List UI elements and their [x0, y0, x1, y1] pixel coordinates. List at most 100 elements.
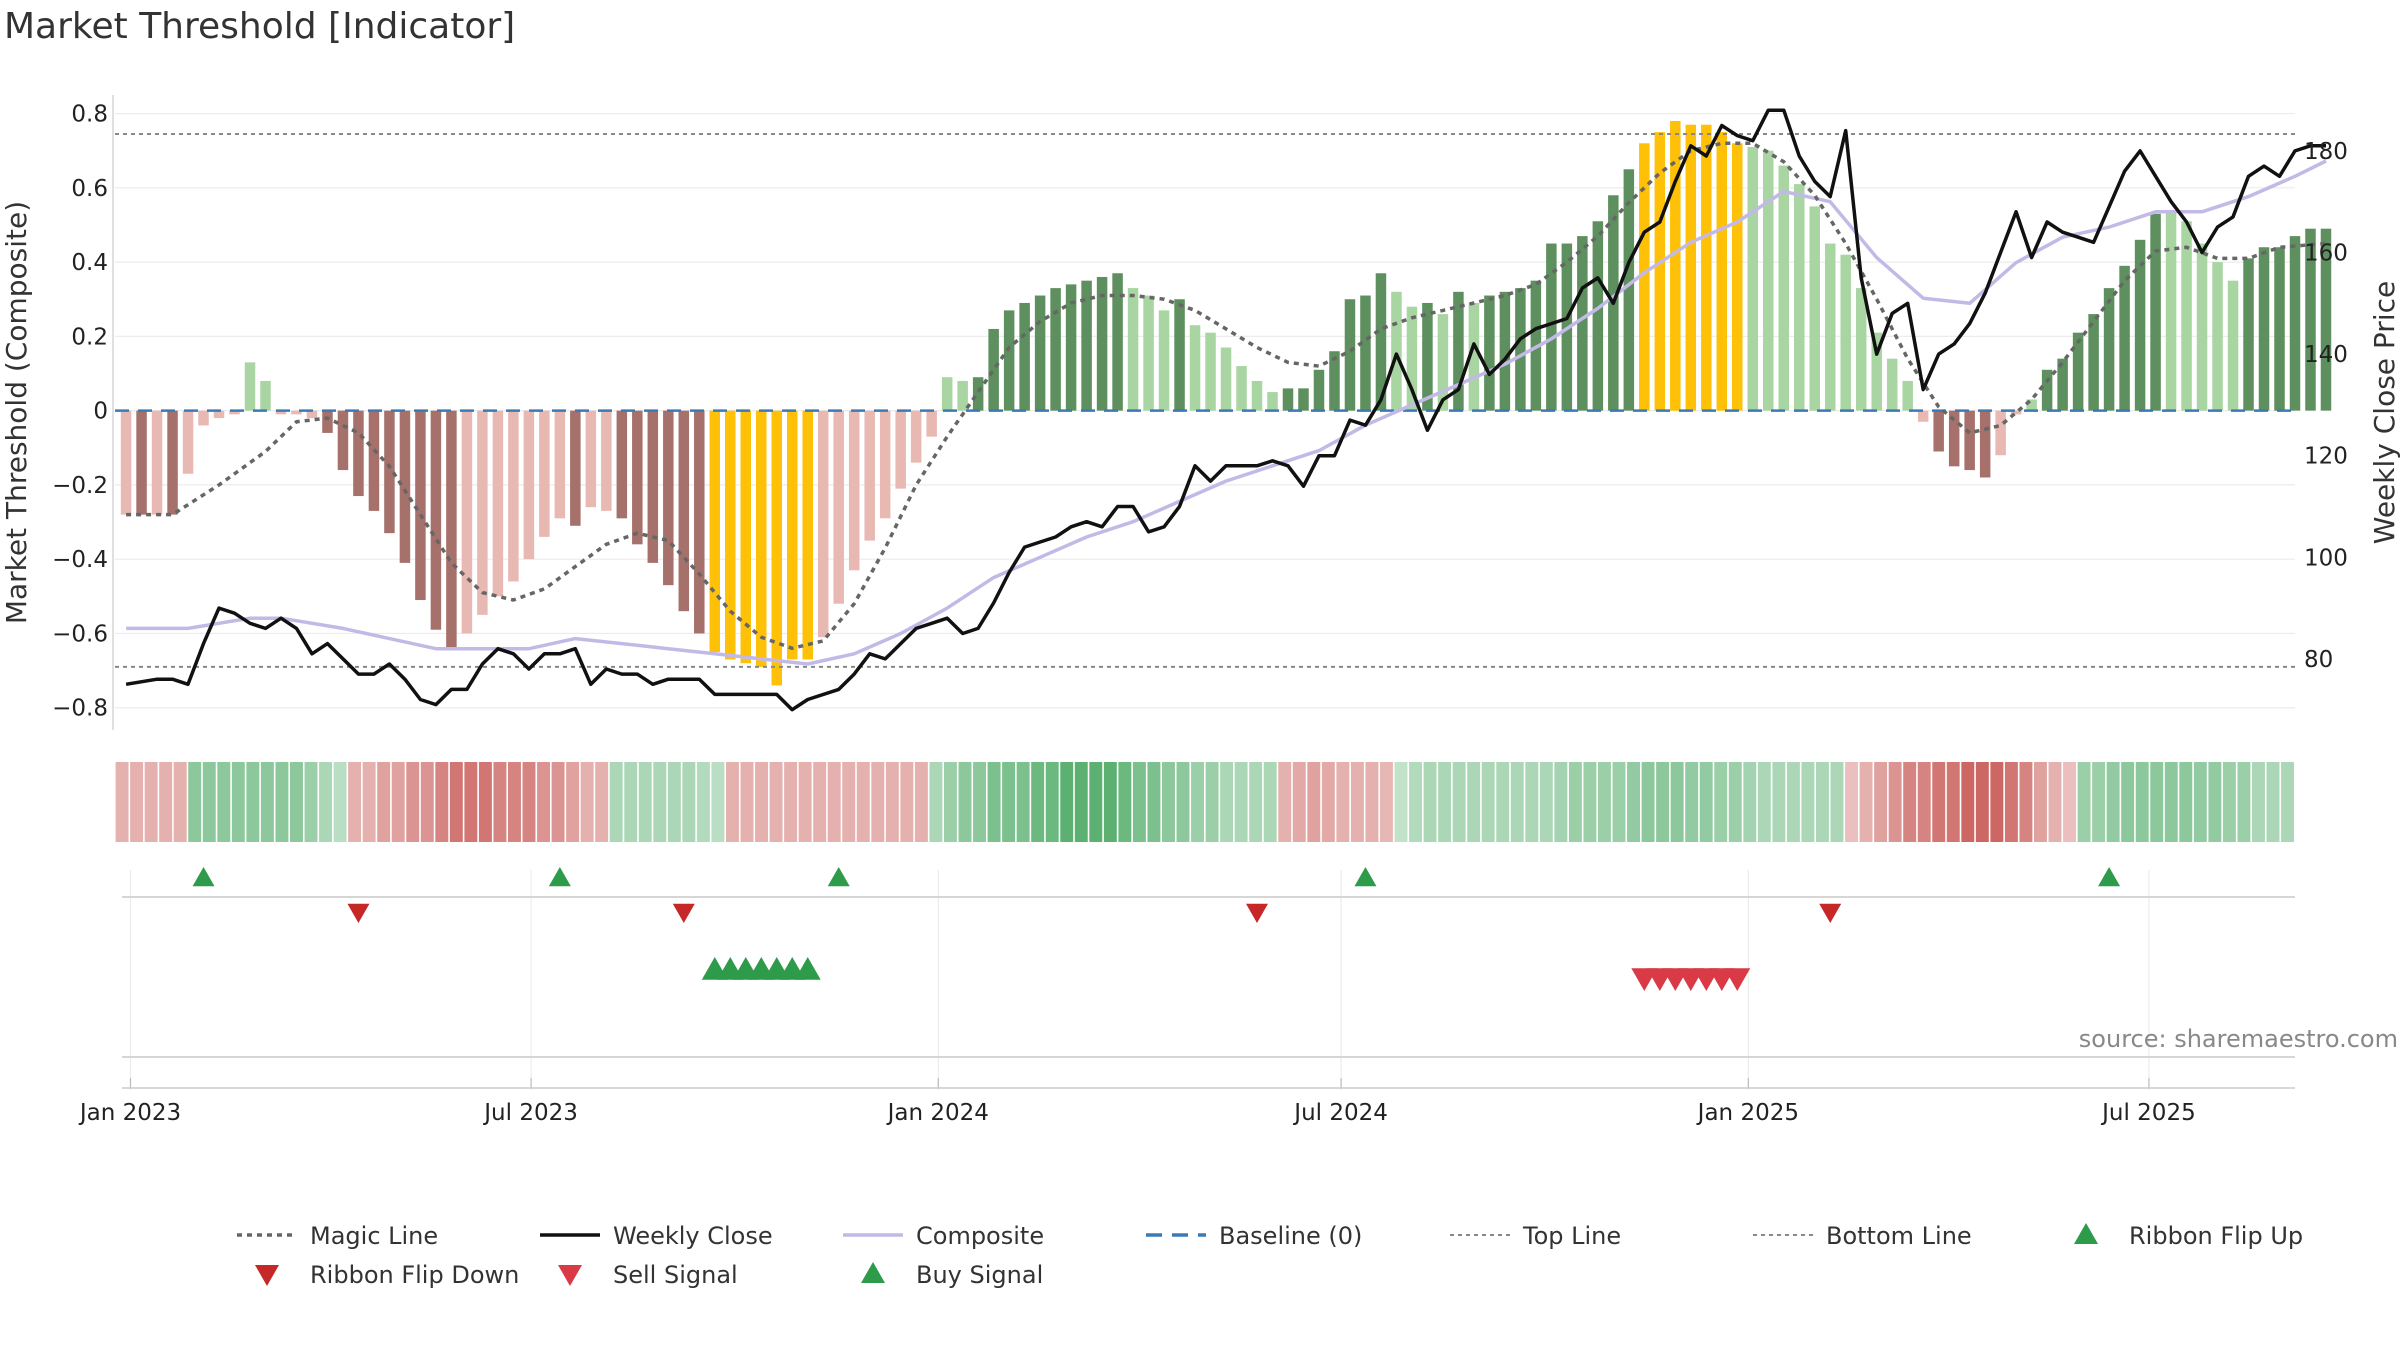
threshold-bar — [1205, 332, 1216, 411]
legend-swatch-triangle-down — [255, 1265, 279, 1286]
ribbon-cell — [2150, 762, 2164, 842]
threshold-bar — [1267, 392, 1278, 411]
threshold-bar — [1871, 332, 1882, 411]
threshold-bar — [1793, 184, 1805, 411]
source-label: source: sharemaestro.com — [2079, 1025, 2398, 1053]
ribbon-cell — [1510, 762, 1524, 842]
threshold-bar — [1732, 143, 1743, 411]
ribbon-cell — [2034, 762, 2047, 842]
ribbon-cell — [2179, 762, 2193, 842]
ribbon-cell — [987, 762, 1001, 842]
ribbon-cell — [1031, 762, 1045, 842]
y-right-tick-label: 160 — [2304, 240, 2348, 266]
ribbon-cell — [1946, 762, 1960, 842]
x-tick-label: Jul 2023 — [482, 1100, 578, 1126]
ribbon-flip-down-marker — [1819, 903, 1842, 923]
composite-line — [126, 159, 2327, 666]
legend-label: Buy Signal — [916, 1261, 1043, 1289]
threshold-bar — [1251, 380, 1263, 411]
threshold-bar — [1484, 295, 1495, 411]
ribbon-cell — [2019, 762, 2033, 842]
ribbon-cell — [900, 762, 914, 842]
ribbon-cell — [726, 762, 739, 842]
ribbon-cell — [2077, 762, 2091, 842]
threshold-bar — [2072, 332, 2084, 411]
threshold-bar — [771, 410, 782, 686]
threshold-bar — [1948, 410, 1960, 467]
threshold-bar — [570, 410, 581, 526]
legend-item: Baseline (0) — [1146, 1222, 1362, 1250]
ribbon-cell — [362, 762, 376, 842]
lines-layer — [115, 108, 2327, 712]
ribbon-flip-up-marker — [827, 867, 850, 887]
threshold-bar — [523, 410, 535, 560]
threshold-bar — [2041, 369, 2053, 411]
ribbon-cell — [2121, 762, 2135, 842]
ribbon-cell — [1990, 762, 2004, 842]
ribbon-cell — [2092, 762, 2106, 842]
y-left-tick-label: −0.4 — [52, 547, 108, 573]
threshold-bar — [151, 410, 163, 515]
ribbon-cell — [1816, 762, 1829, 842]
threshold-bar — [1824, 243, 1836, 411]
ribbon-cell — [391, 762, 405, 842]
ribbon-cell — [827, 762, 841, 842]
chart-title: Market Threshold [Indicator] — [4, 6, 516, 47]
bars-layer — [120, 120, 2332, 686]
signal-layer — [192, 867, 2121, 991]
x-tick-label: Jul 2024 — [1292, 1100, 1388, 1126]
ribbon-flip-down-marker — [347, 903, 370, 923]
threshold-bar — [2320, 228, 2332, 411]
weekly-close-line — [125, 108, 2326, 712]
threshold-bar — [1468, 302, 1480, 411]
ribbon-cell — [1699, 762, 1713, 842]
y-right-axis-title: Weekly Close Price — [2368, 281, 2400, 544]
ribbon-cell — [769, 762, 783, 842]
legend-swatch-triangle-down — [558, 1265, 582, 1286]
ribbon-cell — [1917, 762, 1931, 842]
threshold-bar — [1143, 295, 1154, 411]
threshold-bar — [694, 410, 705, 634]
ribbon-cell — [246, 762, 260, 842]
ribbon-cell — [1874, 762, 1888, 842]
threshold-bar — [1081, 280, 1092, 411]
ribbon-cell — [1336, 762, 1350, 842]
ribbon-cell — [784, 762, 798, 842]
ribbon-cell — [1191, 762, 1204, 842]
y-left-tick-label: 0.6 — [71, 176, 108, 202]
ribbon-cell — [2048, 762, 2062, 842]
threshold-bar — [492, 410, 504, 597]
threshold-bar — [1360, 295, 1371, 411]
y-left-tick-label: 0.4 — [71, 250, 108, 276]
ribbon-cell — [1147, 762, 1161, 842]
threshold-bar — [1158, 310, 1170, 411]
threshold-bar — [1050, 288, 1061, 411]
ribbon-cell — [1234, 762, 1248, 842]
ribbon-cell — [1786, 762, 1800, 842]
threshold-bar — [2026, 399, 2037, 411]
threshold-bar — [585, 410, 597, 508]
ribbon-cell — [1162, 762, 1175, 842]
threshold-bar — [972, 377, 984, 411]
threshold-bar — [957, 380, 968, 411]
ribbon-cell — [1292, 762, 1306, 842]
threshold-bar — [786, 410, 798, 660]
legend-item: Top Line — [1450, 1222, 1621, 1250]
ribbon-cell — [856, 762, 870, 842]
ribbon-cell — [1380, 762, 1393, 842]
threshold-bar — [1747, 146, 1759, 411]
threshold-bar — [554, 410, 566, 519]
ribbon-cell — [130, 762, 144, 842]
ribbon-flip-down-marker — [672, 903, 695, 923]
threshold-bar — [1189, 325, 1201, 411]
ribbon-cell — [1932, 762, 1946, 842]
threshold-bar — [1096, 276, 1108, 411]
ribbon-cell — [1612, 762, 1626, 842]
threshold-bar — [601, 410, 612, 511]
threshold-bar — [1979, 410, 1991, 478]
ribbon-cell — [1423, 762, 1437, 842]
sell-signal-marker — [1724, 968, 1751, 991]
threshold-bar — [1174, 299, 1185, 411]
threshold-bar — [2274, 247, 2285, 411]
threshold-bar — [399, 410, 411, 563]
